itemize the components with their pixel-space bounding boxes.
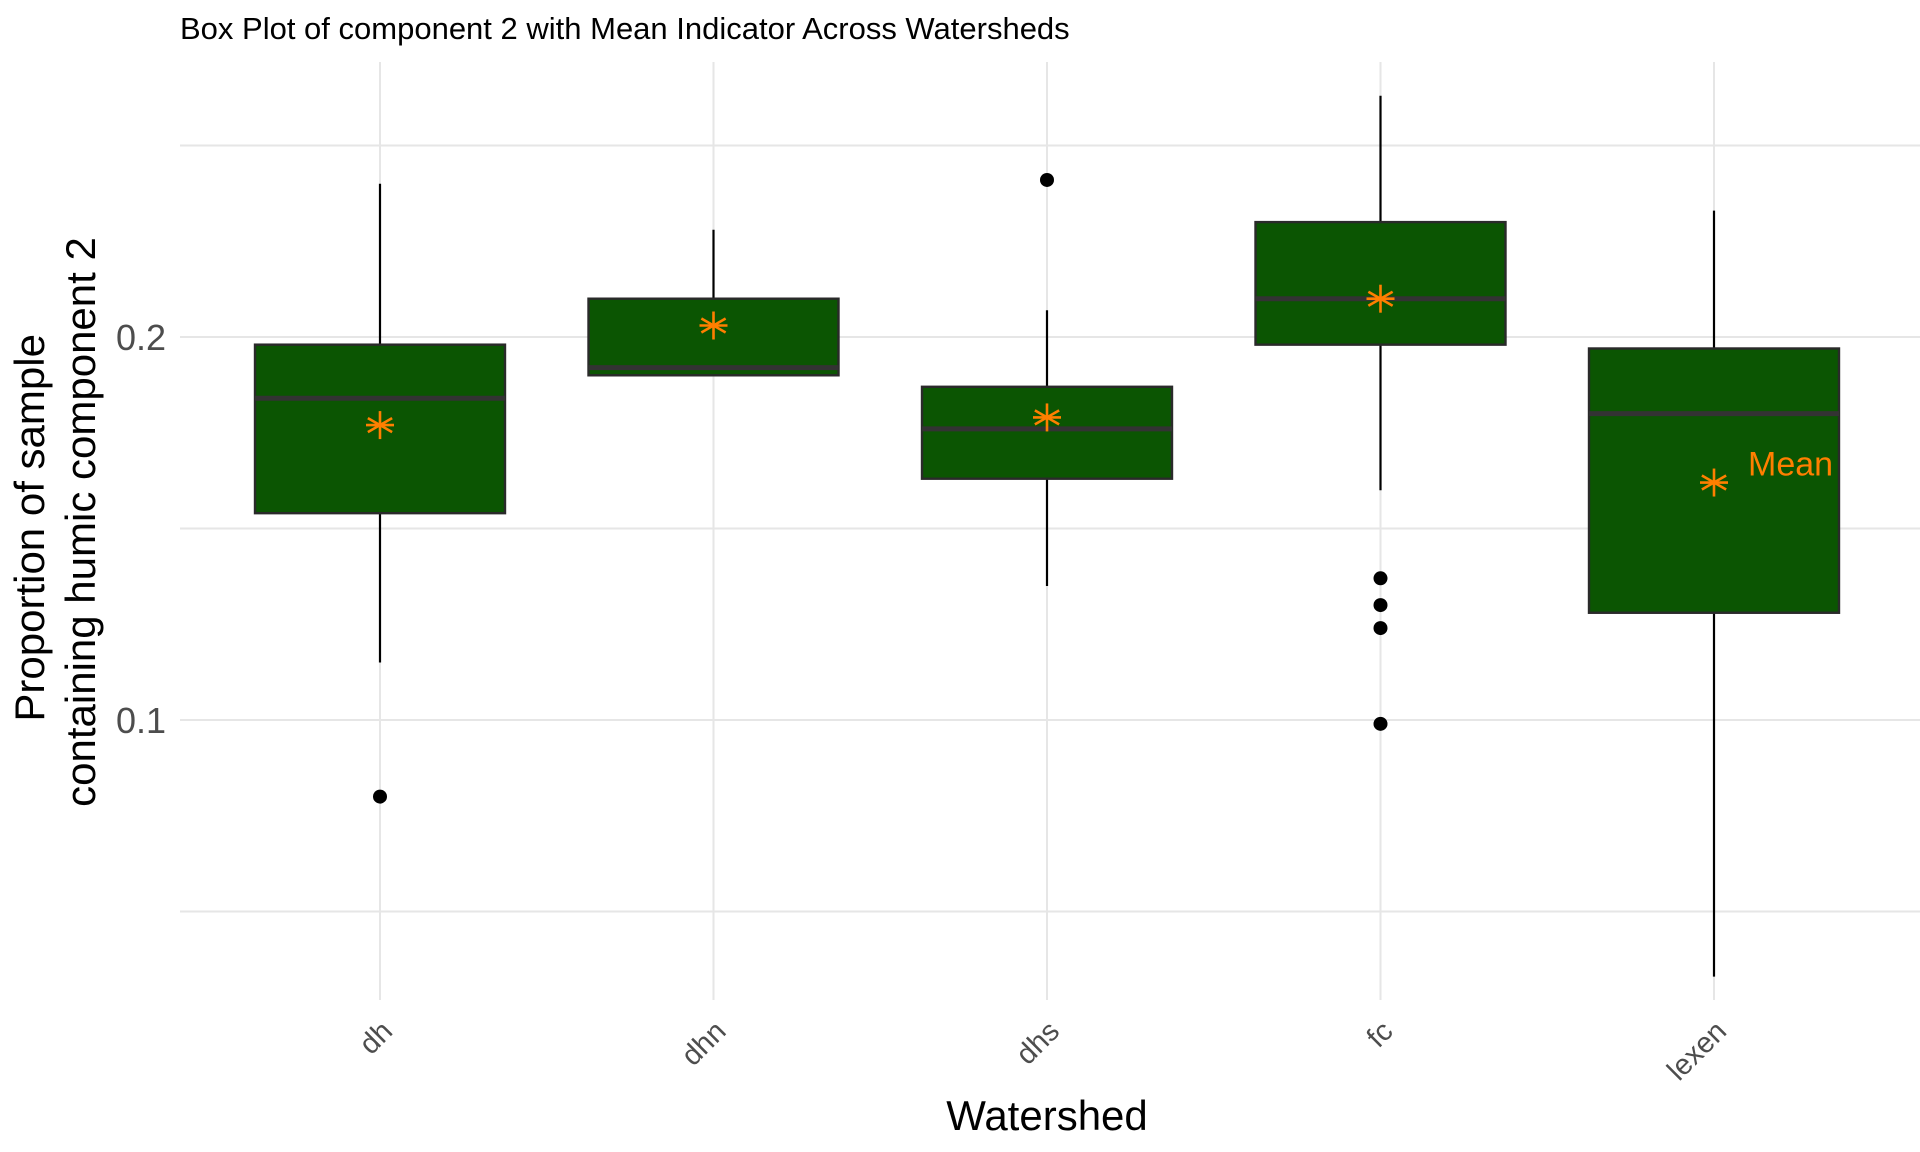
box-dhs [920, 172, 1174, 586]
y-axis-ticks: 0.1 0.2 [116, 317, 166, 741]
outlier-point [1373, 716, 1388, 731]
mean-marker [699, 311, 728, 340]
box-dhn [587, 229, 840, 377]
mean-marker [366, 411, 394, 440]
y-axis-title: Proportion of sample containing humic co… [6, 237, 104, 807]
x-axis-title: Watershed [946, 1092, 1148, 1139]
mean-marker [1366, 284, 1395, 313]
x-tick-label: dh [354, 1015, 399, 1060]
x-tick-label: lexen [1661, 1015, 1733, 1087]
mean-annotation-label: Mean [1748, 445, 1833, 483]
y-tick-label: 0.2 [116, 317, 166, 358]
y-tick-label: 0.1 [116, 700, 166, 741]
box-body [1254, 220, 1507, 346]
x-tick-label: dhn [676, 1015, 733, 1072]
box-fc [1254, 95, 1507, 731]
x-tick-label: fc [1361, 1015, 1400, 1054]
outlier-point [373, 789, 387, 804]
outlier-point [1373, 571, 1388, 586]
outlier-point [1373, 598, 1388, 613]
mean-marker [1700, 468, 1728, 497]
plot-area [253, 95, 1841, 977]
y-axis-title-line-2: containing humic component 2 [57, 237, 104, 807]
chart-title: Box Plot of component 2 with Mean Indica… [180, 11, 1070, 46]
x-axis-ticks: dh dhn dhs fc lexen [354, 1015, 1733, 1087]
box-dh [253, 183, 507, 804]
y-axis-title-line-1: Proportion of sample [6, 334, 53, 722]
mean-marker [1033, 403, 1061, 432]
outlier-point [1040, 172, 1054, 187]
box-body [920, 385, 1174, 480]
box-lexen [1587, 210, 1841, 977]
x-tick-label: dhs [1010, 1015, 1066, 1071]
outlier-point [1373, 621, 1388, 636]
